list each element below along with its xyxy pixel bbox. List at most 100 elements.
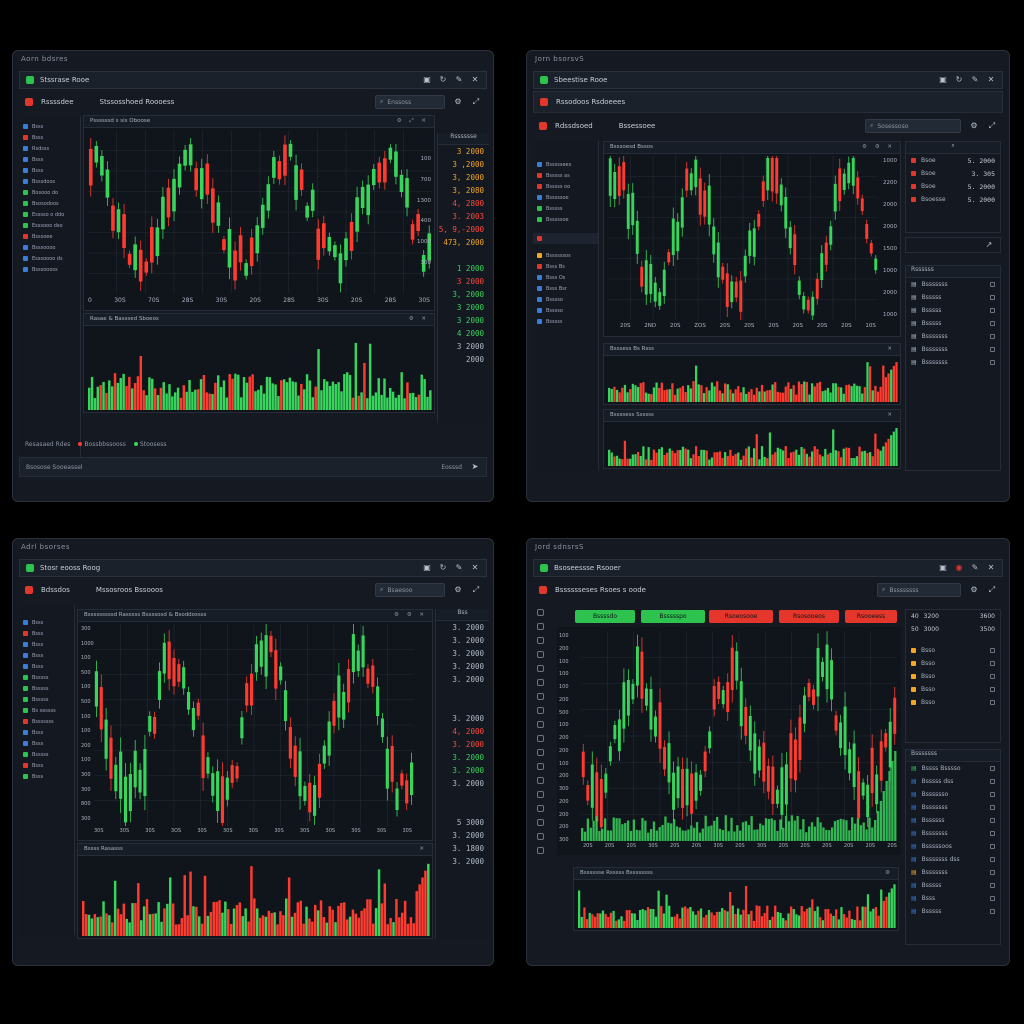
sidebar-item[interactable]: Bsssoooo (19, 242, 80, 253)
price-row[interactable] (436, 790, 489, 803)
price-row[interactable]: 3. 2000 (452, 662, 484, 671)
checkbox[interactable] (990, 687, 995, 692)
checkbox[interactable] (990, 308, 995, 313)
price-row[interactable]: 2000 (465, 355, 484, 364)
price-row[interactable]: 4 2000 (456, 329, 484, 338)
checkbox[interactable] (990, 674, 995, 679)
sidebar-item[interactable]: Bsssss (19, 672, 74, 683)
instrument-row[interactable]: ▤ Bssssss (906, 814, 1000, 827)
tool-icon[interactable] (537, 735, 544, 742)
price-row[interactable]: 3 2000 (456, 342, 484, 351)
pen-icon[interactable]: ✎ (971, 75, 979, 84)
sidebar-item[interactable]: Bsssdoos (19, 176, 80, 187)
tool-icon[interactable] (537, 637, 544, 644)
instrument-row[interactable]: ▤ Bsssss dss (906, 775, 1000, 788)
instrument-row[interactable]: ▤ Bsssssss (906, 278, 1000, 291)
tab-button[interactable]: Rsooeess (845, 610, 897, 623)
arrow-right-icon[interactable]: ➤ (471, 462, 479, 471)
settings-icon[interactable]: ⚙ (970, 121, 978, 130)
sidebar-item[interactable]: Bsssss (533, 203, 598, 214)
price-row[interactable]: 4, 2000 (452, 727, 484, 736)
sidebar-item[interactable]: Bsss Bsr (533, 283, 598, 294)
instrument-row[interactable]: ▤ Bsssssss (906, 827, 1000, 840)
tool-icon[interactable] (537, 805, 544, 812)
tab-button[interactable]: Rsosooeos (779, 610, 839, 623)
checkbox[interactable] (990, 347, 995, 352)
save-icon[interactable]: ▣ (423, 75, 431, 84)
checkbox[interactable] (990, 779, 995, 784)
checkbox[interactable] (990, 334, 995, 339)
volume-tools-icon[interactable]: ⚙ ✕ (408, 316, 429, 322)
sidebar-item[interactable]: Bssssssos (533, 250, 598, 261)
save-icon[interactable]: ▣ (939, 75, 947, 84)
sidebar-item[interactable]: Bsssso (533, 305, 598, 316)
sidebar-item[interactable]: Rsdsss (19, 143, 80, 154)
sidebar-item[interactable]: Bsss (19, 628, 74, 639)
instrument-row[interactable]: ▤ Bsss (906, 892, 1000, 905)
checkbox[interactable] (990, 295, 995, 300)
instrument-row[interactable]: ▤ Bsssssss (906, 356, 1000, 369)
tool-icon[interactable] (537, 693, 544, 700)
price-row[interactable]: 3, 2000 (452, 290, 484, 299)
price-row[interactable]: 3. 2000 (452, 636, 484, 645)
sidebar-item[interactable]: Bsss Bs (533, 261, 598, 272)
instrument-row[interactable]: ▤ Bsssssoos (906, 840, 1000, 853)
sidebar-item[interactable]: Bsss (19, 760, 74, 771)
instrument-row[interactable]: ▤ Bsssssss dss (906, 853, 1000, 866)
search-input[interactable]: ⌕ Bsaesoo (375, 583, 445, 597)
price-row[interactable]: 3. 2000 (452, 766, 484, 775)
order-row[interactable]: Bsso (906, 644, 1000, 657)
checkbox[interactable] (990, 661, 995, 666)
checkbox[interactable] (990, 896, 995, 901)
price-row[interactable]: 3, 2080 (452, 186, 484, 195)
sidebar-item[interactable]: Bsss (19, 165, 80, 176)
price-row[interactable]: 3 2000 (456, 147, 484, 156)
tab-button[interactable]: Rsoeosooe (709, 610, 773, 623)
sidebar-item[interactable]: Bsssss (19, 683, 74, 694)
settings-icon[interactable]: ⚙ (454, 585, 462, 594)
refresh-icon[interactable]: ↻ (439, 563, 447, 572)
price-row[interactable] (438, 249, 489, 262)
expand-icon[interactable]: ⤢ (472, 585, 480, 594)
sidebar-item[interactable]: Bsss (19, 639, 74, 650)
refresh-icon[interactable]: ↻ (439, 75, 447, 84)
price-row[interactable]: 473, 2000 (443, 238, 484, 247)
tool-icon[interactable] (537, 777, 544, 784)
quote-row[interactable]: Bsoe 5. 2000 (906, 154, 1000, 167)
quote-row[interactable]: Bsoesse 5. 2000 (906, 193, 1000, 206)
tool-icon[interactable] (537, 609, 544, 616)
instrument-row[interactable]: ▤ Bsssss (906, 905, 1000, 918)
instrument-row[interactable]: ▤ Bssss Bsssso (906, 762, 1000, 775)
checkbox[interactable] (990, 700, 995, 705)
sidebar-item[interactable]: Bsssssss (19, 716, 74, 727)
tool-icon[interactable] (537, 651, 544, 658)
volume-tools-icon[interactable]: ✕ (887, 346, 895, 352)
price-row[interactable]: 3. 2000 (452, 623, 484, 632)
checkbox[interactable] (990, 909, 995, 914)
price-row[interactable]: 3. 2000 (452, 714, 484, 723)
sidebar-item[interactable]: Bsssss (19, 694, 74, 705)
search-input[interactable]: ⌕ Sosessoso (865, 119, 961, 133)
checkbox[interactable] (990, 844, 995, 849)
price-row[interactable]: 3. 2000 (452, 753, 484, 762)
instrument-row[interactable]: ▤ Bsssss (906, 304, 1000, 317)
quote-row[interactable]: Bsoe 5. 2000 (906, 180, 1000, 193)
chart-tools-icon[interactable]: ⚙ ⚙ ✕ (862, 144, 895, 150)
instrument-row[interactable]: ▤ Bsssssss (906, 801, 1000, 814)
checkbox[interactable] (990, 648, 995, 653)
sidebar-item[interactable]: Bs sessss (19, 705, 74, 716)
sidebar-item[interactable]: Bsss (19, 650, 74, 661)
checkbox[interactable] (990, 818, 995, 823)
checkbox[interactable] (990, 792, 995, 797)
volume-tools-icon[interactable]: ✕ (419, 846, 427, 852)
close-icon[interactable]: ✕ (471, 75, 479, 84)
price-row[interactable]: 3. 2000 (452, 649, 484, 658)
checkbox[interactable] (990, 831, 995, 836)
tool-icon[interactable] (537, 623, 544, 630)
instrument-row[interactable]: ▤ Bsssss (906, 317, 1000, 330)
tab-button[interactable]: Bssssspo (641, 610, 705, 623)
price-row[interactable]: 3. 2000 (452, 831, 484, 840)
tool-icon[interactable] (537, 819, 544, 826)
volume-tools-icon[interactable]: ✕ (887, 412, 895, 418)
price-row[interactable]: 3 ,2000 (452, 160, 484, 169)
